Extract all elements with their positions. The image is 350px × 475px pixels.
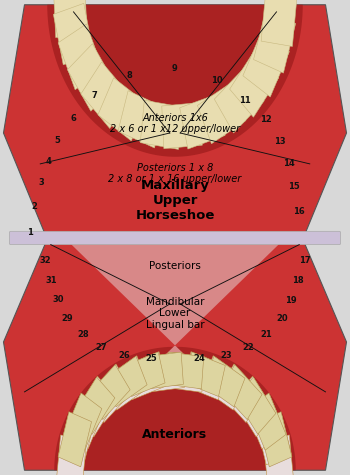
Polygon shape — [253, 10, 296, 73]
Text: 21: 21 — [260, 331, 272, 339]
Polygon shape — [59, 414, 93, 465]
Text: 6: 6 — [71, 114, 76, 123]
Polygon shape — [201, 356, 245, 410]
Polygon shape — [247, 395, 285, 449]
Polygon shape — [124, 352, 167, 400]
Text: Maxillary
Upper
Horseshoe: Maxillary Upper Horseshoe — [135, 179, 215, 222]
Polygon shape — [68, 44, 116, 111]
Text: 14: 14 — [283, 160, 295, 168]
Text: 19: 19 — [285, 296, 297, 304]
Polygon shape — [146, 352, 184, 392]
Polygon shape — [98, 78, 147, 141]
Text: 20: 20 — [276, 314, 288, 323]
Text: Posteriors 1 x 8
2 x 8 or 1 x 16 upper/lower: Posteriors 1 x 8 2 x 8 or 1 x 16 upper/l… — [108, 162, 241, 184]
Text: 22: 22 — [243, 343, 254, 352]
Text: 25: 25 — [145, 354, 157, 363]
Polygon shape — [146, 352, 183, 389]
Text: 11: 11 — [239, 96, 251, 105]
Polygon shape — [235, 377, 276, 434]
Polygon shape — [65, 395, 103, 449]
Polygon shape — [203, 356, 245, 407]
Polygon shape — [243, 30, 289, 97]
Text: 30: 30 — [52, 295, 63, 304]
Polygon shape — [88, 364, 132, 423]
Polygon shape — [58, 24, 103, 90]
Text: 2: 2 — [32, 202, 37, 211]
Text: 5: 5 — [55, 136, 61, 144]
Text: 3: 3 — [38, 179, 44, 187]
Text: 26: 26 — [118, 351, 130, 360]
Text: 17: 17 — [299, 256, 310, 265]
Polygon shape — [263, 435, 293, 475]
Polygon shape — [46, 5, 304, 157]
Polygon shape — [140, 100, 183, 150]
Text: 15: 15 — [288, 182, 300, 190]
Polygon shape — [258, 412, 292, 467]
Polygon shape — [257, 414, 291, 465]
Polygon shape — [118, 91, 164, 148]
Text: Mandibular
Lower
Lingual bar: Mandibular Lower Lingual bar — [146, 297, 204, 330]
Polygon shape — [74, 377, 115, 434]
Polygon shape — [54, 347, 296, 470]
Text: Posteriors: Posteriors — [149, 261, 201, 271]
Polygon shape — [214, 67, 264, 133]
Text: 4: 4 — [46, 157, 51, 166]
Text: 7: 7 — [92, 91, 97, 99]
Polygon shape — [162, 103, 202, 149]
Polygon shape — [218, 364, 262, 423]
Polygon shape — [57, 435, 87, 475]
Text: 1: 1 — [27, 228, 33, 237]
Polygon shape — [105, 356, 149, 410]
Polygon shape — [64, 393, 102, 450]
Polygon shape — [70, 243, 280, 444]
Polygon shape — [261, 0, 297, 47]
Text: 12: 12 — [260, 115, 272, 124]
Text: 18: 18 — [292, 276, 304, 285]
Text: 10: 10 — [211, 76, 223, 85]
Polygon shape — [183, 352, 226, 400]
Polygon shape — [125, 352, 165, 397]
Text: 8: 8 — [127, 72, 132, 80]
Polygon shape — [53, 3, 94, 65]
Polygon shape — [81, 62, 131, 128]
Polygon shape — [4, 243, 346, 470]
Text: Anteriors: Anteriors — [142, 428, 208, 441]
Polygon shape — [74, 376, 117, 437]
Polygon shape — [230, 50, 279, 117]
Polygon shape — [248, 393, 286, 450]
Polygon shape — [233, 376, 276, 437]
Text: Anteriors 1x6
2 x 6 or 1 x12 upper/lower: Anteriors 1x6 2 x 6 or 1 x12 upper/lower — [110, 113, 240, 134]
Polygon shape — [105, 356, 147, 407]
FancyBboxPatch shape — [9, 231, 341, 245]
Polygon shape — [88, 365, 130, 419]
Text: 32: 32 — [40, 256, 51, 265]
Polygon shape — [167, 352, 204, 389]
Text: 27: 27 — [96, 343, 107, 352]
Polygon shape — [220, 365, 262, 419]
Polygon shape — [197, 82, 246, 144]
Polygon shape — [180, 94, 225, 149]
Text: 23: 23 — [220, 351, 232, 360]
Text: 24: 24 — [193, 354, 205, 363]
Polygon shape — [53, 0, 87, 38]
Polygon shape — [166, 352, 204, 392]
Text: 13: 13 — [274, 137, 286, 146]
Text: 29: 29 — [61, 314, 73, 323]
Text: 16: 16 — [293, 207, 305, 216]
Polygon shape — [185, 352, 225, 397]
Text: 28: 28 — [77, 331, 89, 339]
Polygon shape — [58, 412, 92, 467]
Polygon shape — [4, 5, 346, 235]
Text: 9: 9 — [172, 65, 178, 73]
Text: 31: 31 — [46, 276, 57, 285]
